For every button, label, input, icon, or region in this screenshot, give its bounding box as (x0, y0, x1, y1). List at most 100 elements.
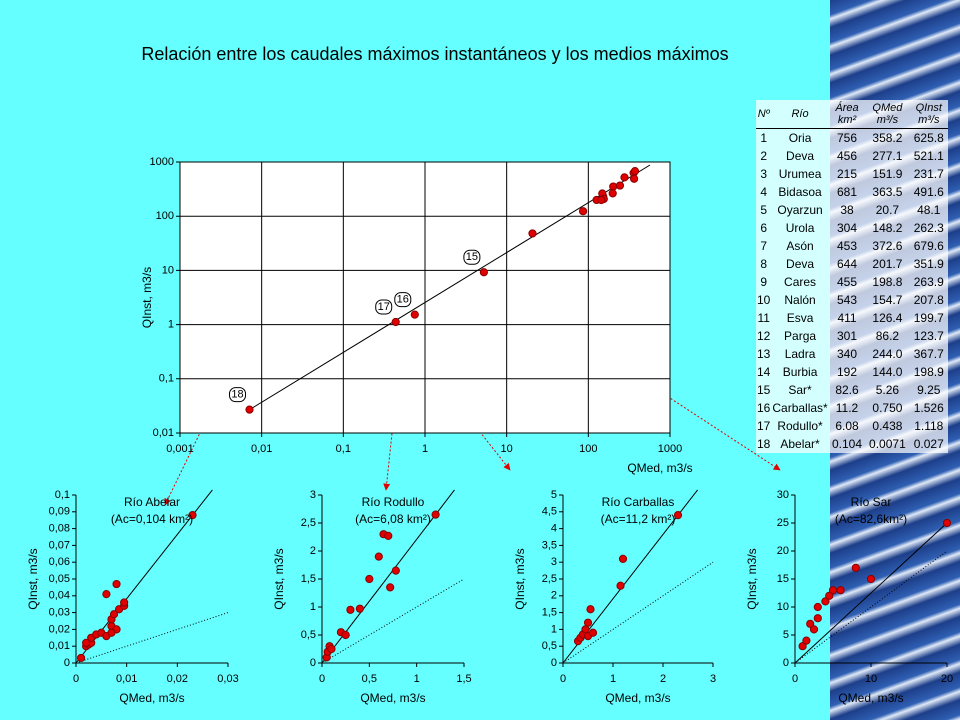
y-tick-label: 1000 (150, 156, 174, 168)
table-cell: Oyarzun (777, 203, 823, 217)
table-cell: 277.1 (872, 149, 903, 163)
y-tick-label: 1 (551, 623, 557, 635)
y-tick-label: 0,09 (49, 506, 70, 518)
point-label: 18 (231, 389, 243, 401)
y-tick-label: 1 (168, 319, 174, 331)
data-point (813, 614, 822, 623)
x-tick-label: 0,01 (251, 443, 272, 455)
y-tick-label: 3,5 (542, 539, 557, 551)
x-tick-label: 0 (560, 673, 566, 685)
table-row: 8 Deva 644 201.7 351.9 (756, 255, 948, 273)
data-point (825, 591, 834, 600)
x-axis-label: QMed, m3/s (119, 691, 184, 705)
x-tick-label: 0,001 (166, 443, 194, 455)
table-cell: 154.7 (872, 293, 903, 307)
table-cell: 0.0071 (869, 437, 906, 451)
data-point (942, 518, 952, 528)
table-cell: 543 (836, 293, 858, 307)
table-row: 11 Esva 411 126.4 199.7 (756, 309, 948, 327)
table-cell: 301 (836, 329, 858, 343)
y-tick-label: 4 (551, 523, 557, 535)
table-cell: 367.7 (913, 347, 944, 361)
x-tick-label: 0 (73, 673, 79, 685)
table-row: 14 Burbia 192 144.0 198.9 (756, 363, 948, 381)
table-row: 13 Ladra 340 244.0 367.7 (756, 345, 948, 363)
one-to-one-line (321, 578, 465, 664)
data-point (346, 605, 355, 614)
table-cell: 126.4 (872, 311, 903, 325)
y-tick-label: 0,07 (49, 539, 70, 551)
table-cell: Esva (786, 311, 814, 325)
data-point (245, 405, 254, 414)
table-cell: 7 (760, 239, 768, 253)
x-tick-label: 10 (865, 673, 877, 685)
table-cell: 263.9 (913, 275, 944, 289)
y-tick-label: 2,5 (542, 573, 557, 585)
data-point (630, 166, 640, 176)
data-point (620, 173, 629, 182)
table-row: 1 Oria 756 358.2 625.8 (756, 129, 948, 148)
slide-title: Relación entre los caudales máximos inst… (141, 44, 728, 64)
table-cell: 4 (760, 185, 768, 199)
data-point (374, 552, 383, 561)
y-tick-label: 0,5 (301, 629, 316, 641)
data-point (809, 625, 819, 634)
table-cell: 16 (757, 401, 771, 415)
table-cell: 10 (757, 293, 771, 307)
table-cell: Carballas* (772, 401, 828, 415)
table-cell: 215 (836, 167, 858, 181)
x-tick-label: 2 (660, 673, 666, 685)
y-axis-label: QInst, m3/s (272, 548, 286, 609)
table-cell: 644 (836, 257, 858, 271)
table-cell: 192 (836, 365, 858, 379)
table-cell: 363.5 (872, 185, 903, 199)
table-cell: Sar* (788, 383, 812, 397)
table-cell: 48.1 (917, 203, 941, 217)
point-label-box (394, 292, 412, 308)
table-cell: 231.7 (913, 167, 944, 181)
y-tick-label: 10 (162, 264, 174, 276)
data-point (384, 531, 393, 540)
table-cell: 14 (757, 365, 771, 379)
data-point (630, 174, 639, 183)
table-cell: 17 (757, 419, 771, 433)
data-point (616, 581, 625, 590)
y-tick-label: 30 (777, 489, 789, 501)
table-cell: 0.438 (872, 419, 903, 433)
table-cell: 38 (840, 203, 854, 217)
table-cell: Urola (785, 221, 815, 235)
data-point (82, 638, 91, 647)
x-axis-label: QMed, m3/s (627, 461, 692, 475)
table-cell: 5 (760, 203, 768, 217)
x-tick-label: 20 (941, 673, 953, 685)
table-cell: 2 (760, 149, 768, 163)
data-point (391, 317, 400, 327)
data-point (479, 268, 488, 277)
table-cell: 15 (757, 383, 771, 397)
data-point (107, 628, 116, 637)
table-cell: 625.8 (913, 131, 944, 145)
y-tick-label: 2 (551, 590, 557, 602)
header-row: Nº Río Área km² QMed m³/s QInst m³/s (756, 100, 948, 129)
x-tick-label: 1,5 (456, 673, 471, 685)
data-point (866, 574, 876, 584)
y-tick-label: 0,1 (159, 373, 174, 385)
table-cell: 13 (757, 347, 771, 361)
table-cell: Cares (784, 275, 817, 289)
y-tick-label: 2 (310, 545, 316, 557)
data-point (615, 181, 625, 190)
table-cell: 456 (836, 149, 858, 163)
y-axis-label: QInst, m3/s (26, 548, 40, 609)
table-cell: 198.9 (913, 365, 944, 379)
data-point (431, 510, 440, 519)
data-point (813, 602, 822, 612)
data-point (528, 229, 537, 238)
table-row: 10 Nalón 543 154.7 207.8 (756, 291, 948, 309)
x-tick-label: 0,02 (167, 673, 188, 685)
chart-title: Río Abelar (124, 495, 180, 509)
table-cell: 372.6 (872, 239, 903, 253)
x-tick-label: 1 (610, 673, 616, 685)
y-tick-label: 0 (64, 657, 70, 669)
y-tick-label: 0,03 (49, 607, 70, 619)
